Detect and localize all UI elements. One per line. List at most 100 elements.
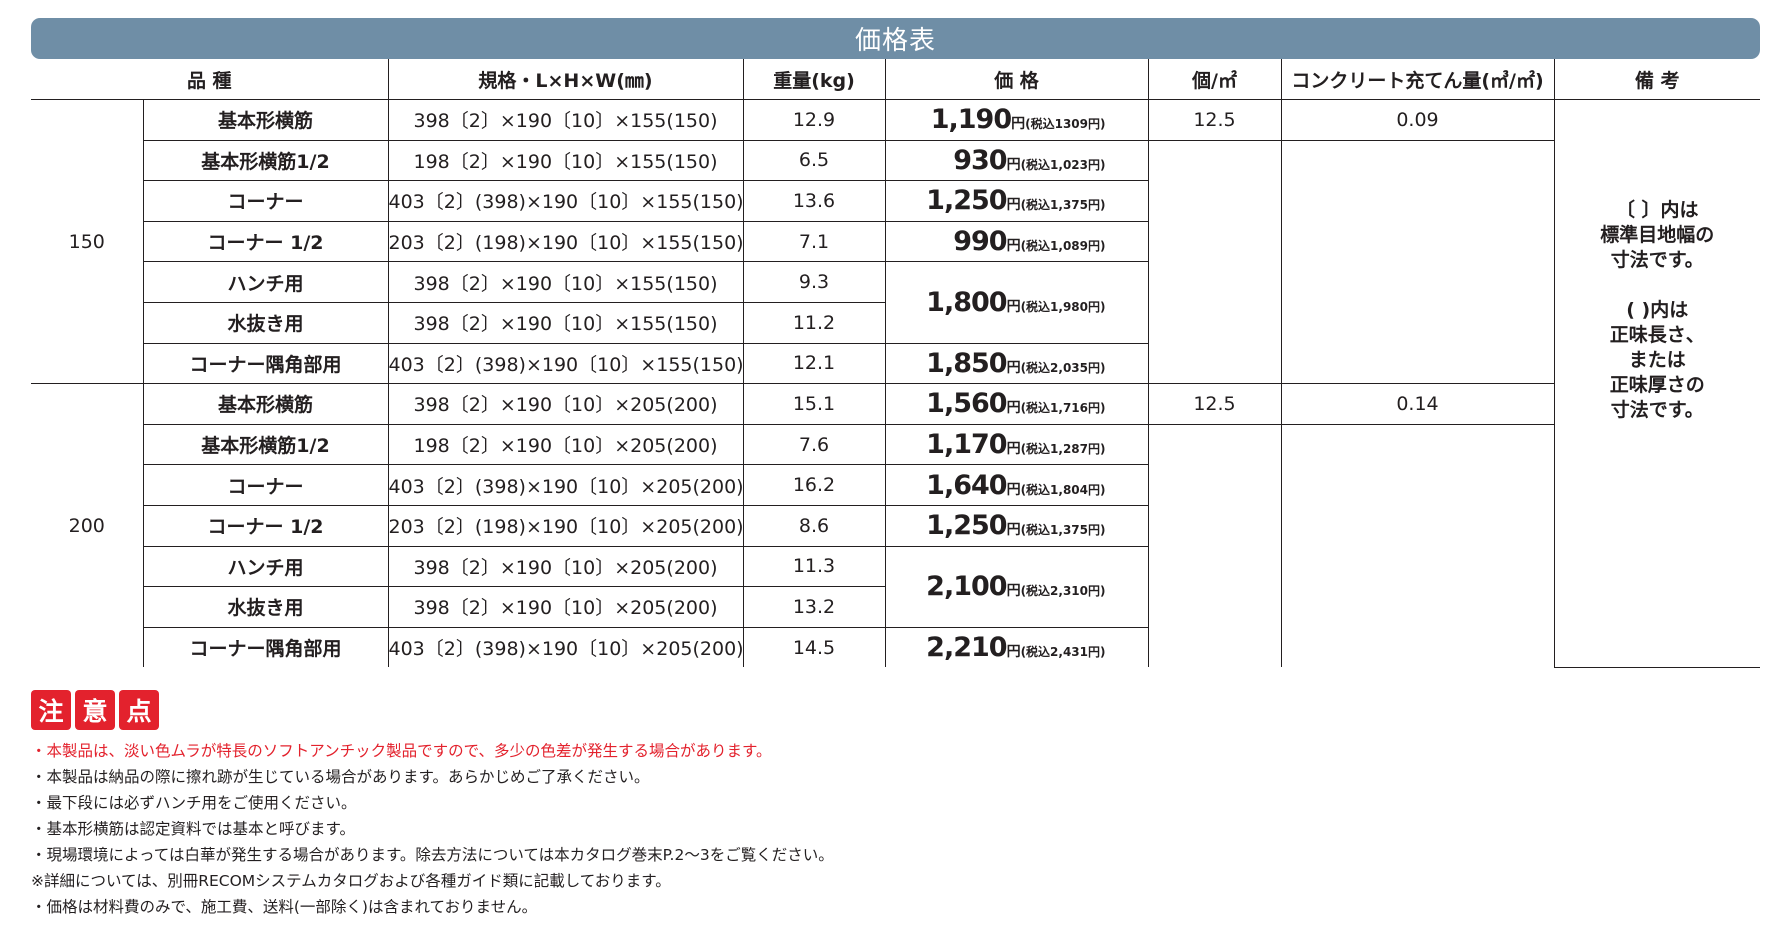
- remarks-cell: 〔 〕内は 標準目地幅の 寸法です。( )内は 正味長さ、 または 正味厚さの 寸法です。: [1553, 99, 1760, 668]
- item-name: コーナー 1/2: [143, 220, 389, 263]
- item-spec: 198〔2〕×190〔10〕×155(150): [387, 139, 744, 182]
- table-header-row: 品 種 規格・L×H×W(㎜) 重量(kg) 価 格 個/㎡ コンクリート充てん…: [31, 59, 1760, 100]
- note-item: ・本製品は納品の際に擦れ跡が生じている場合があります。あらかじめご了承ください。: [31, 768, 650, 786]
- item-name: コーナー隅角部用: [143, 626, 389, 668]
- item-spec: 398〔2〕×190〔10〕×205(200): [387, 545, 744, 587]
- price-tax: (税込1,023円): [1020, 157, 1106, 172]
- item-price: 1,560円(税込1,716円): [884, 383, 1149, 425]
- remarks-line: 正味長さ、: [1609, 324, 1705, 347]
- table-row: 200 基本形横筋 398〔2〕×190〔10〕×205(200) 15.1 1,560…: [31, 383, 1760, 668]
- size-group: 150: [31, 98, 144, 385]
- item-weight: 7.6: [742, 423, 886, 465]
- header-concrete: コンクリート充てん量(㎥/㎡): [1280, 59, 1555, 100]
- item-weight: 11.3: [742, 545, 886, 587]
- header-variety: 品 種: [31, 59, 389, 100]
- header-spec: 規格・L×H×W(㎜): [387, 59, 744, 100]
- notes-list: ・本製品は、淡い色ムラが特長のソフトアンチック製品ですので、多少の色差が発生する…: [31, 738, 834, 920]
- concrete-fill: 0.09: [1280, 99, 1555, 141]
- price-value: 930: [953, 144, 1007, 176]
- item-price: 1,190円(税込1309円): [884, 99, 1149, 141]
- note-item: ※詳細については、別冊RECOMシステムカタログおよび各種ガイド類に記載しており…: [31, 872, 671, 890]
- price-table-title: 価格表: [31, 18, 1760, 59]
- note-item: ・基本形横筋は認定資料では基本と呼びます。: [31, 820, 355, 838]
- item-spec: 398〔2〕×190〔10〕×205(200): [387, 586, 744, 628]
- price-tax: (税込2,035円): [1020, 360, 1106, 375]
- table-row: 水抜き用 398〔2〕×190〔10〕×205(200) 13.2: [31, 586, 1760, 628]
- item-price: 1,800円(税込1,980円): [884, 261, 1148, 344]
- price-tax: (税込1,804円): [1020, 482, 1106, 497]
- table-row: ハンチ用 398〔2〕×190〔10〕×205(200) 11.3 2,100円(税込…: [31, 545, 1760, 628]
- item-price: 1,850円(税込2,035円): [884, 342, 1148, 385]
- item-weight: 9.3: [742, 261, 886, 303]
- item-price: 990円(税込1,089円): [884, 220, 1148, 263]
- table-row: 150 基本形横筋 398〔2〕×190〔10〕×155(150) 12.9 1,190…: [31, 98, 1760, 668]
- price-value: 1,800: [926, 286, 1007, 318]
- item-spec: 198〔2〕×190〔10〕×205(200): [387, 423, 744, 465]
- per-m2: 12.5: [1147, 99, 1282, 141]
- price-yen: 円: [1006, 583, 1021, 600]
- item-name: 基本形横筋1/2: [143, 423, 389, 465]
- caution-badge: 注: [31, 690, 71, 730]
- item-weight: 14.5: [742, 626, 886, 668]
- item-price: 1,250円(税込1,375円): [884, 504, 1148, 547]
- item-name: 水抜き用: [143, 586, 389, 628]
- item-name: コーナー: [143, 180, 389, 222]
- item-price: 2,210円(税込2,431円): [884, 626, 1148, 668]
- table-row: コーナー 1/2 203〔2〕(198)×190〔10〕×155(150) 7.1 9…: [31, 220, 1760, 263]
- item-name: 水抜き用: [143, 301, 389, 344]
- item-weight: 12.9: [742, 99, 886, 141]
- price-tax: (税込1,716円): [1020, 401, 1106, 416]
- price-yen: 円: [1006, 441, 1021, 458]
- item-spec: 403〔2〕(398)×190〔10〕×155(150): [387, 180, 744, 222]
- price-yen: 円: [1006, 481, 1021, 498]
- price-value: 1,190: [930, 104, 1012, 136]
- price-value: 1,560: [926, 388, 1007, 420]
- item-spec: 403〔2〕(398)×190〔10〕×205(200): [387, 626, 744, 668]
- table-row: コーナー 1/2 203〔2〕(198)×190〔10〕×205(200) 8.6 1…: [31, 504, 1760, 547]
- remarks-line: 寸法です。: [1610, 249, 1704, 272]
- item-price: 1,170円(税込1,287円): [884, 423, 1149, 465]
- item-weight: 7.1: [742, 220, 886, 263]
- price-tax: (税込2,310円): [1020, 584, 1106, 599]
- price-yen: 円: [1006, 644, 1021, 661]
- item-weight: 11.2: [742, 301, 885, 344]
- remarks-line: 寸法です。: [1610, 399, 1704, 422]
- price-yen: 円: [1006, 298, 1021, 315]
- item-spec: 398〔2〕×190〔10〕×155(150): [387, 301, 744, 344]
- price-tax: (税込1,375円): [1020, 198, 1106, 213]
- item-spec: 398〔2〕×190〔10〕×155(150): [387, 99, 744, 141]
- note-item: ・価格は材料費のみで、施工費、送料(一部除く)は含まれておりません。: [31, 898, 538, 916]
- item-spec: 203〔2〕(198)×190〔10〕×155(150): [387, 220, 744, 263]
- price-value: 1,250: [926, 185, 1007, 217]
- item-weight: 13.2: [742, 586, 885, 628]
- note-item: ・最下段には必ずハンチ用をご使用ください。: [31, 794, 357, 812]
- note-item: ・本製品は、淡い色ムラが特長のソフトアンチック製品ですので、多少の色差が発生する…: [31, 742, 772, 760]
- item-weight: 12.1: [742, 342, 886, 385]
- price-yen: 円: [1011, 116, 1026, 133]
- table-row: 基本形横筋1/2 198〔2〕×190〔10〕×205(200) 7.6 1,170円…: [31, 423, 1760, 668]
- item-price: 1,640円(税込1,804円): [884, 464, 1148, 506]
- header-price: 価 格: [884, 59, 1149, 100]
- item-weight: 13.6: [742, 180, 886, 222]
- price-value: 2,210: [926, 632, 1007, 664]
- table-row: 水抜き用 398〔2〕×190〔10〕×155(150) 11.2: [31, 301, 1760, 344]
- header-weight: 重量(kg): [742, 59, 886, 100]
- concrete-fill-empty: [1280, 139, 1554, 385]
- per-m2: 12.5: [1147, 383, 1282, 425]
- price-tax: (税込2,431円): [1020, 645, 1106, 660]
- price-yen: 円: [1006, 400, 1021, 417]
- table-row: ハンチ用 398〔2〕×190〔10〕×155(150) 9.3 1,800円(税込1…: [31, 261, 1760, 344]
- header-per-m2: 個/㎡: [1147, 59, 1282, 100]
- price-value: 1,640: [926, 469, 1007, 501]
- table-row: 基本形横筋1/2 198〔2〕×190〔10〕×155(150) 6.5 930円(税…: [31, 139, 1760, 385]
- item-weight: 8.6: [742, 504, 886, 547]
- price-tax: (税込1309円): [1025, 117, 1106, 132]
- note-item: ・現場環境によっては白華が発生する場合があります。除去方法については本カタログ巻…: [31, 846, 834, 864]
- item-weight: 6.5: [742, 139, 886, 182]
- price-tax: (税込1,980円): [1020, 299, 1106, 314]
- item-spec: 398〔2〕×190〔10〕×205(200): [387, 383, 744, 425]
- header-remarks: 備 考: [1553, 59, 1760, 100]
- remarks-line: [1555, 273, 1760, 298]
- price-yen: 円: [1006, 197, 1021, 214]
- item-name: コーナー隅角部用: [143, 342, 389, 385]
